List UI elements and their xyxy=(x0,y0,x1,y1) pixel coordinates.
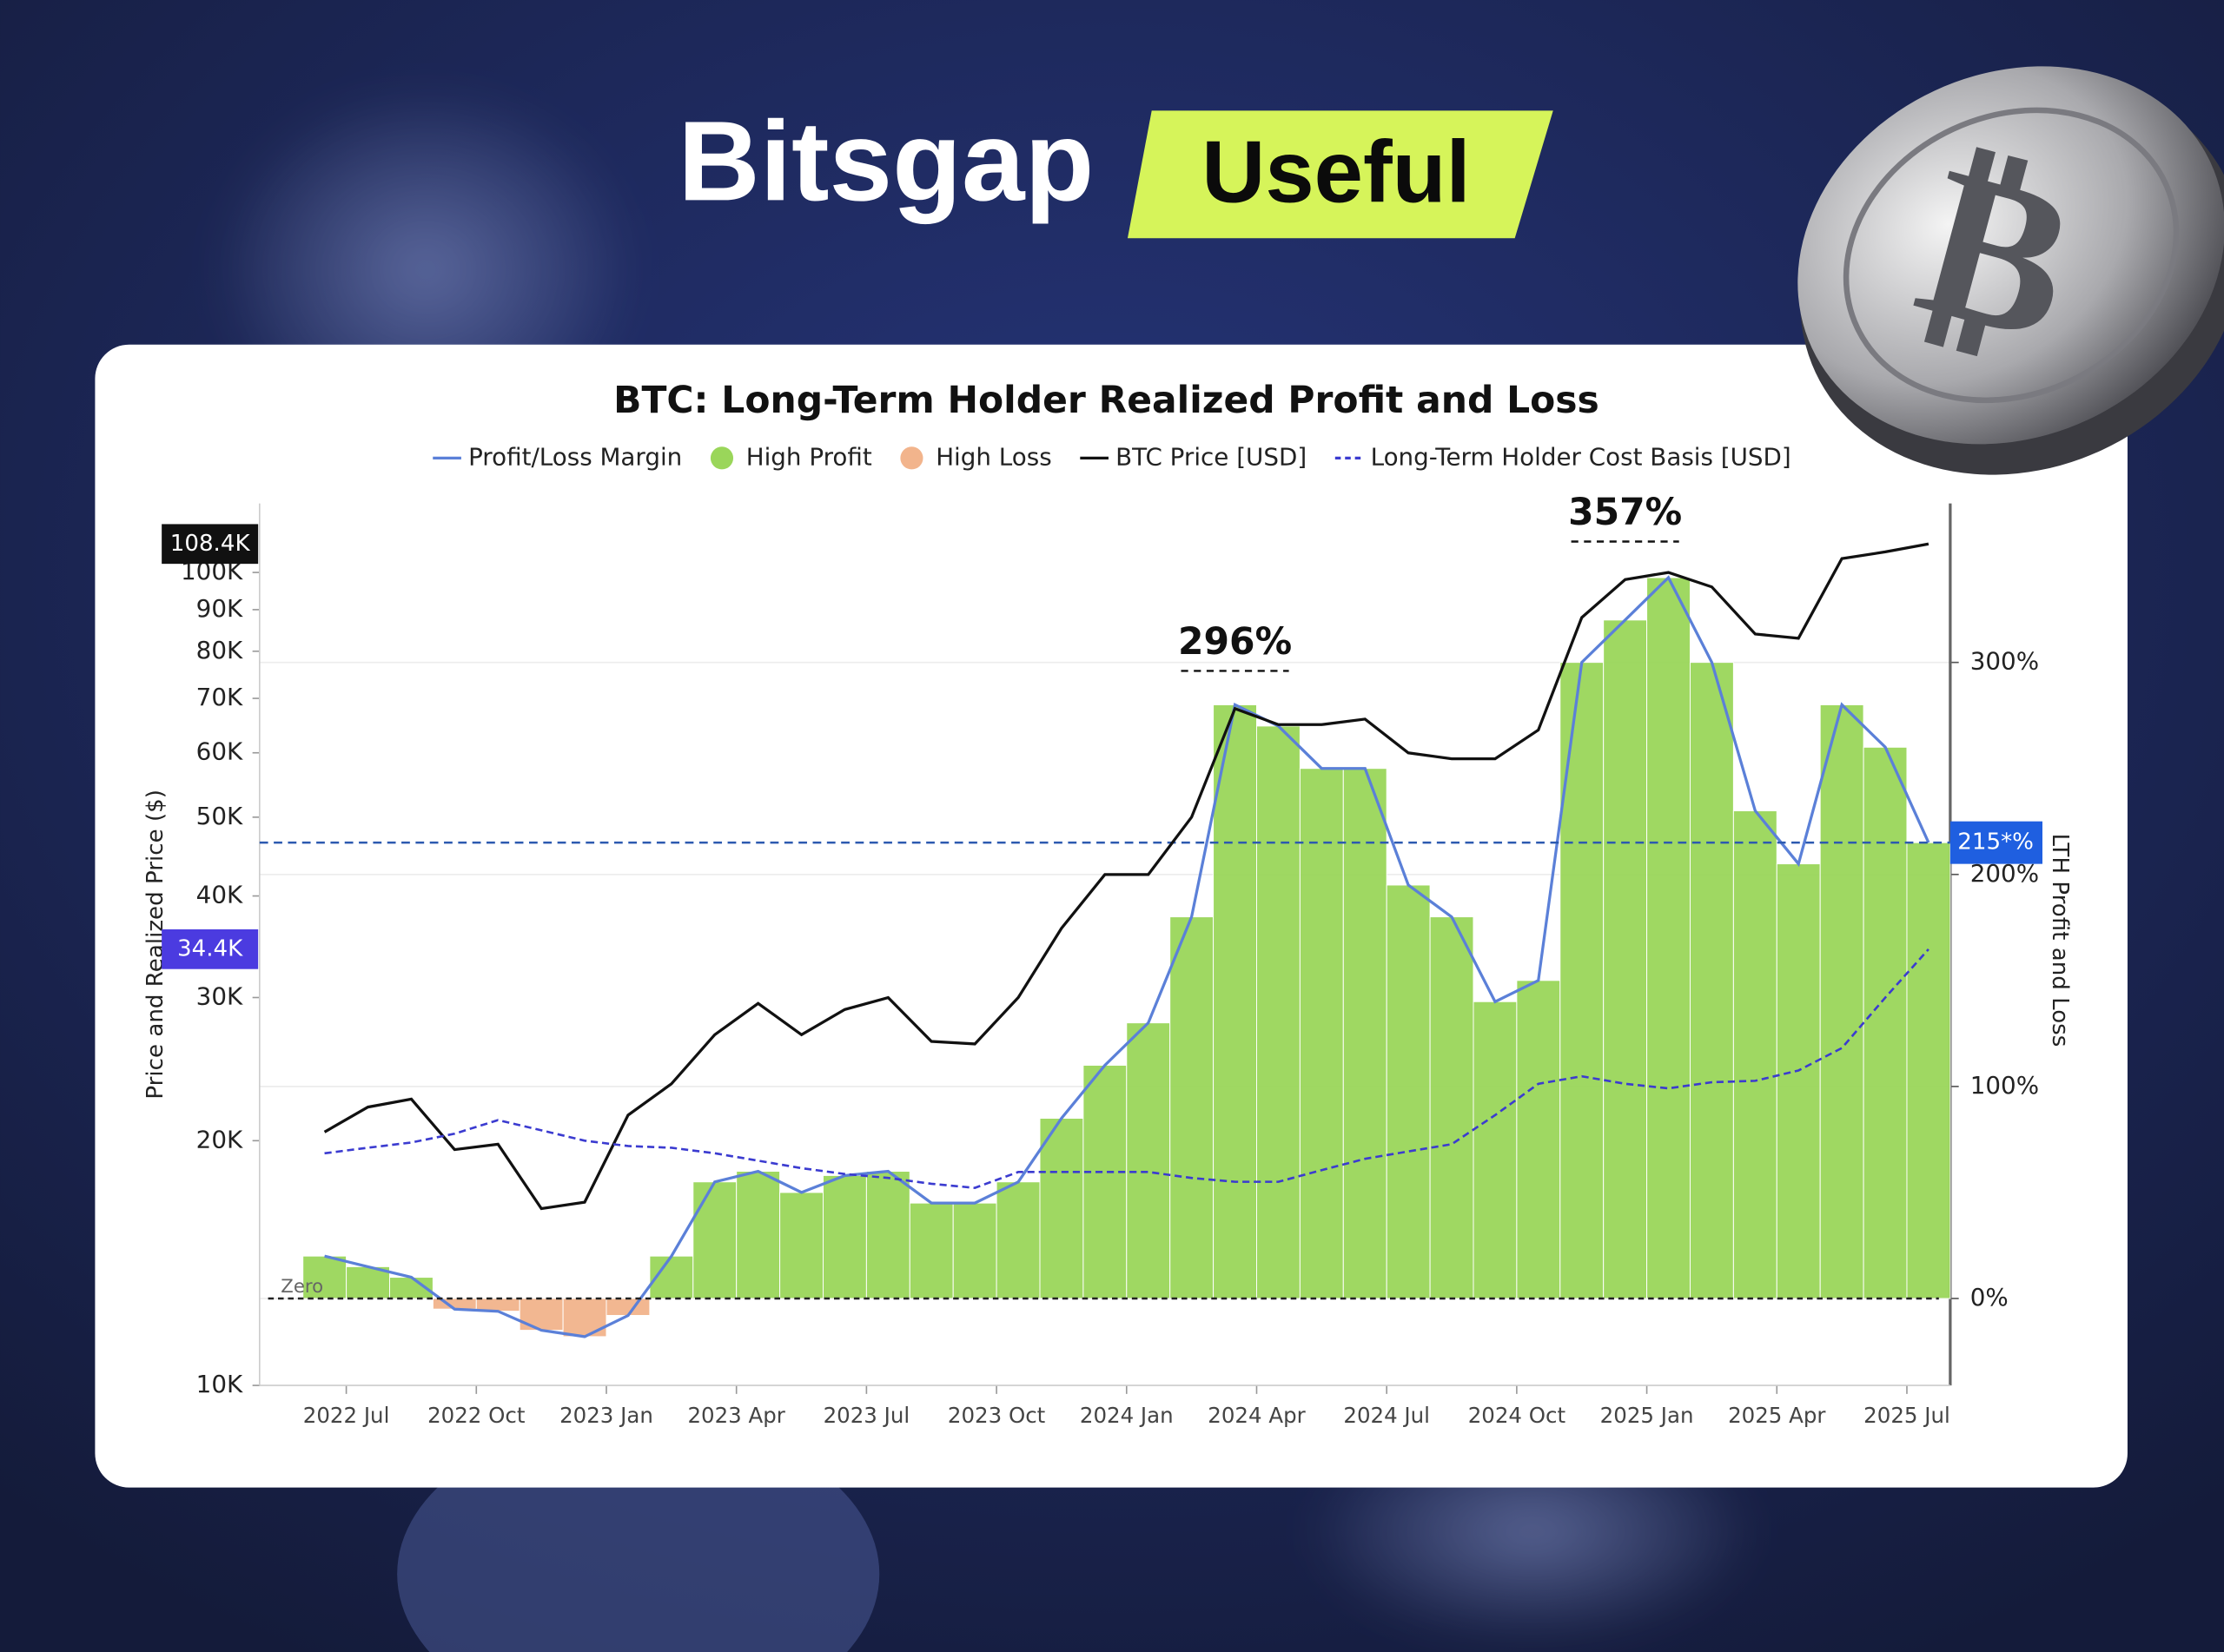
legend-label: High Loss xyxy=(936,442,1051,471)
x-tick-label: 2022 Oct xyxy=(427,1403,526,1428)
margin-bar xyxy=(1429,916,1474,1299)
margin-bar xyxy=(1776,863,1821,1299)
margin-bar xyxy=(779,1192,824,1299)
zero-label: Zero xyxy=(281,1276,323,1298)
x-tick-label: 2024 Apr xyxy=(1208,1403,1306,1428)
x-tick-label: 2025 Jan xyxy=(1600,1403,1694,1428)
margin-bar xyxy=(996,1181,1041,1299)
margin-bar xyxy=(736,1171,781,1299)
y-tick-label: 70K xyxy=(196,683,243,711)
margin-bar xyxy=(1819,704,1864,1299)
margin-bar xyxy=(1169,916,1215,1299)
price-tag xyxy=(162,524,259,565)
y-tick-label: 10K xyxy=(196,1370,243,1398)
x-tick-label: 2025 Jul xyxy=(1863,1403,1950,1428)
annotation: 296% xyxy=(1178,621,1292,664)
margin-bar xyxy=(1342,768,1387,1299)
brand: Bitsgap xyxy=(678,97,1094,224)
margin-bar xyxy=(1732,810,1777,1299)
margin-bar xyxy=(865,1171,910,1299)
margin-bar xyxy=(1906,842,1951,1299)
tag: Useful xyxy=(1201,122,1470,221)
margin-bar xyxy=(823,1174,867,1299)
margin-bar xyxy=(1082,1064,1128,1299)
coin: ₿ xyxy=(1797,66,2224,475)
y-tick-label: 50K xyxy=(196,802,243,830)
price-line xyxy=(323,542,1929,1211)
legend-swatch xyxy=(900,446,923,470)
margin-bar xyxy=(1386,884,1431,1299)
price-tag-label: 108.4K xyxy=(170,531,251,557)
tag-badge xyxy=(1127,110,1553,239)
y-tick-label: 40K xyxy=(196,881,243,909)
margin-bar xyxy=(1646,577,1691,1299)
y2-tick-label: 100% xyxy=(1970,1071,2039,1100)
margin-bar xyxy=(1473,1001,1518,1299)
x-tick-label: 2023 Jan xyxy=(559,1403,653,1428)
reference-tag xyxy=(1949,821,2042,864)
x-tick-label: 2023 Oct xyxy=(948,1403,1046,1428)
y2-tick-label: 0% xyxy=(1970,1283,2009,1312)
margin-bar xyxy=(562,1298,607,1338)
x-tick-label: 2023 Apr xyxy=(687,1403,785,1428)
margin-bar xyxy=(1255,725,1301,1299)
x-tick-label: 2024 Oct xyxy=(1468,1403,1566,1428)
margin-bar xyxy=(1863,746,1908,1299)
y2-axis-title: LTH Profit and Loss xyxy=(2047,833,2073,1047)
plot: 0%100%200%300%10K20K30K40K50K60K70K80K90… xyxy=(142,492,2073,1428)
y2-tick-label: 300% xyxy=(1970,647,2039,676)
margin-bar xyxy=(1299,768,1344,1299)
y-tick-label: 60K xyxy=(196,737,243,766)
margin-bar xyxy=(1689,662,1734,1299)
margin-bar xyxy=(1039,1118,1084,1299)
x-tick-label: 2022 Jul xyxy=(303,1403,390,1428)
price-tag xyxy=(162,928,259,969)
reference-label: 215*% xyxy=(1957,829,2034,856)
legend-label: Long-Term Holder Cost Basis [USD] xyxy=(1371,442,1791,471)
margin-bar xyxy=(606,1298,651,1317)
price-tag-label: 34.4K xyxy=(177,935,243,961)
margin-bar xyxy=(519,1298,564,1332)
header: Bitsgap Useful xyxy=(678,97,1553,239)
margin-bar xyxy=(909,1202,954,1299)
legend-label: High Profit xyxy=(746,442,872,471)
margin-bar xyxy=(1603,619,1648,1299)
margin-bar xyxy=(692,1181,738,1299)
x-tick-label: 2025 Apr xyxy=(1728,1403,1826,1428)
legend-swatch xyxy=(710,446,734,470)
margin-bar xyxy=(1213,704,1257,1299)
y-tick-label: 80K xyxy=(196,636,243,664)
margin-line xyxy=(324,575,1930,1338)
x-tick-label: 2024 Jan xyxy=(1080,1403,1174,1428)
chart-title: BTC: Long-Term Holder Realized Profit an… xyxy=(613,380,1599,422)
margin-bar xyxy=(1126,1022,1171,1299)
y-tick-label: 20K xyxy=(196,1125,243,1153)
x-tick-label: 2023 Jul xyxy=(824,1403,910,1428)
margin-bar xyxy=(1559,662,1605,1299)
legend-label: Profit/Loss Margin xyxy=(468,442,682,471)
margin-bar xyxy=(952,1202,997,1299)
x-tick-label: 2024 Jul xyxy=(1343,1403,1430,1428)
y-tick-label: 90K xyxy=(196,594,243,623)
annotation: 357% xyxy=(1568,492,1682,534)
legend-label: BTC Price [USD] xyxy=(1115,442,1307,471)
cost-basis-line xyxy=(324,948,1929,1189)
legend: Profit/Loss Margin High Profit High Loss BT… xyxy=(433,442,1791,471)
margin-bar xyxy=(1516,980,1561,1299)
y-tick-label: 30K xyxy=(196,981,243,1010)
